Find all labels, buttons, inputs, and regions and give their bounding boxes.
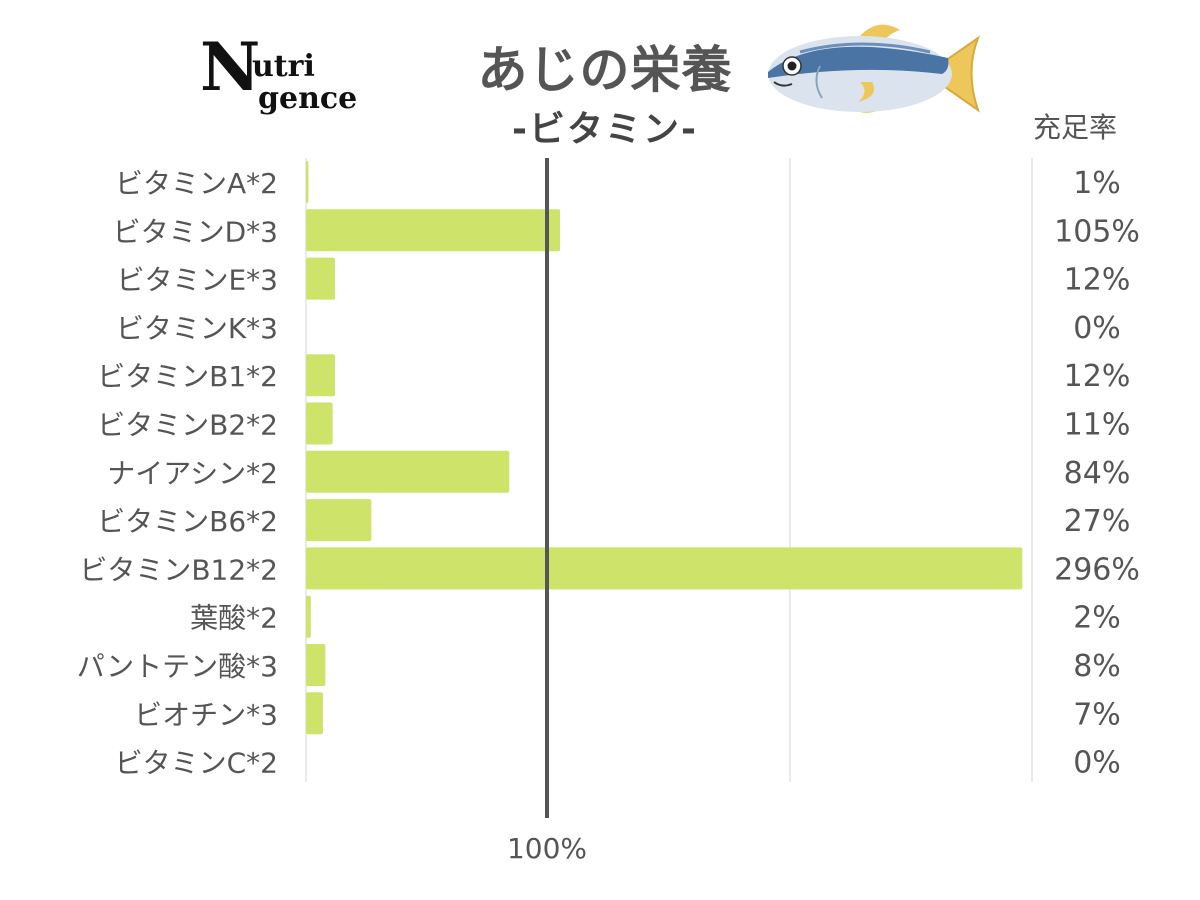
bar <box>306 499 372 542</box>
logo-letter-n: N <box>200 28 260 106</box>
bar <box>306 644 326 686</box>
nutrigence-logo-icon: N utri gence <box>200 28 357 116</box>
value-label: 296% <box>1054 552 1140 587</box>
category-label: ナイアシン*2 <box>107 457 278 490</box>
value-label: 105% <box>1054 214 1140 249</box>
bar <box>306 354 336 397</box>
category-label: ビタミンC*2 <box>115 747 278 780</box>
value-label: 12% <box>1064 359 1131 394</box>
value-label: 0% <box>1073 746 1121 781</box>
value-label: 0% <box>1073 311 1121 346</box>
category-label: 葉酸*2 <box>190 602 278 635</box>
chart-title: あじの栄養 <box>477 41 733 99</box>
category-label: ビタミンD*3 <box>113 215 278 248</box>
category-label: ビタミンB2*2 <box>97 409 278 442</box>
category-label: ビタミンK*3 <box>116 312 278 345</box>
bar <box>306 257 336 300</box>
category-label: ビタミンB6*2 <box>97 505 278 538</box>
bar <box>306 692 323 735</box>
reference-line-label: 100% <box>507 832 587 865</box>
category-label: ビタミンB12*2 <box>79 553 278 586</box>
value-label: 27% <box>1064 504 1131 539</box>
category-label: パントテン酸*3 <box>77 650 278 683</box>
bar <box>306 450 510 493</box>
value-label: 1% <box>1073 166 1121 201</box>
bar <box>306 209 561 252</box>
bar <box>306 595 311 638</box>
bar <box>306 402 333 445</box>
horse-mackerel-fish-icon <box>768 24 981 113</box>
logo-text-top: utri <box>252 49 315 84</box>
value-label: 8% <box>1073 649 1121 684</box>
bar <box>306 161 309 203</box>
category-label: ビタミンE*3 <box>116 264 278 297</box>
value-label: 11% <box>1064 408 1131 443</box>
value-label: 7% <box>1073 697 1121 732</box>
bar <box>306 547 1023 590</box>
value-label: 2% <box>1073 601 1121 636</box>
logo-text-bottom: gence <box>258 81 357 116</box>
value-label: 12% <box>1064 263 1131 298</box>
chart-subtitle: -ビタミン- <box>512 109 698 150</box>
category-label: ビタミンA*2 <box>115 167 278 200</box>
rate-column-header: 充足率 <box>1032 111 1117 144</box>
value-label: 84% <box>1064 456 1131 491</box>
category-label: ビタミンB1*2 <box>97 360 278 393</box>
category-label: ビオチン*3 <box>134 698 278 731</box>
